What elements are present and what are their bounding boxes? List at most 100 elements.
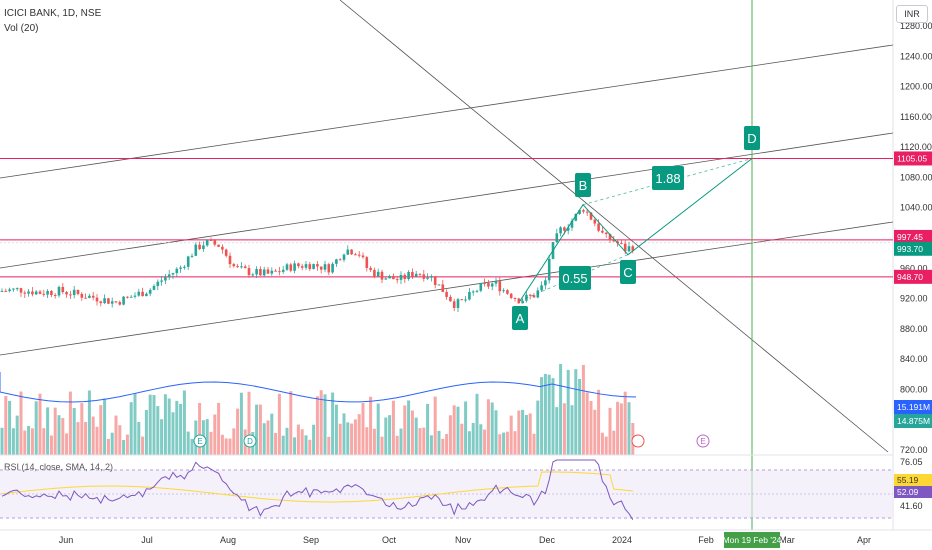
symbol-title[interactable]: ICICI BANK, 1D, NSE (4, 8, 102, 19)
candle-body (555, 233, 559, 242)
candle-body (69, 294, 72, 296)
candle-body (152, 285, 156, 290)
volume-bar (593, 409, 597, 455)
volume-bar (494, 410, 498, 455)
time-tick-label: Oct (382, 535, 397, 545)
candle-body (464, 299, 467, 301)
volume-bar (217, 402, 221, 455)
candle-body (475, 290, 479, 292)
volume-bar (513, 431, 517, 455)
time-tick-label: Jul (141, 535, 153, 545)
volume-bar (87, 390, 91, 455)
volume-bar (547, 374, 551, 455)
candle-body (365, 257, 369, 268)
volume-bar (346, 422, 350, 455)
rsi-legend[interactable]: RSI (14, close, SMA, 14, 2) (4, 462, 114, 472)
volume-bar (274, 432, 278, 455)
candle-body (167, 274, 171, 278)
volume-bar (395, 435, 399, 455)
volume-bar (319, 390, 323, 455)
candle-body (148, 289, 152, 294)
volume-bar (334, 404, 338, 455)
candle-body (34, 291, 38, 295)
volume-bar (403, 405, 407, 455)
volume-bar (365, 427, 369, 455)
candle-body (266, 269, 270, 274)
candle-body (578, 210, 581, 214)
candle-body (99, 301, 103, 304)
candle-body (536, 290, 540, 298)
candle-body (331, 263, 334, 273)
volume-bar (509, 415, 513, 455)
candle-body (57, 286, 61, 296)
candle-body (544, 280, 547, 286)
candle-body (433, 276, 437, 285)
candle-body (179, 267, 182, 269)
volume-bar (65, 433, 69, 455)
candle-body (426, 277, 429, 279)
volume-bar (532, 433, 536, 455)
candle-body (171, 273, 175, 275)
volume-legend[interactable]: Vol (20) (4, 23, 39, 34)
volume-bar (555, 407, 559, 455)
time-tick-label: Sep (303, 535, 319, 545)
candle-body (84, 297, 87, 299)
time-tick-label: 2024 (612, 535, 632, 545)
volume-bar (418, 428, 422, 455)
volume-bar (327, 436, 331, 455)
volume-bar (171, 412, 175, 455)
candle-body (479, 282, 483, 291)
volume-bar (524, 414, 528, 455)
volume-bar (228, 438, 232, 455)
volume-bar (262, 423, 266, 455)
event-marker (696, 434, 710, 448)
volume-bar (486, 399, 490, 455)
volume-bar (391, 400, 395, 455)
candle-body (19, 288, 23, 293)
volume-bar (84, 422, 88, 455)
volume-bar (437, 430, 441, 455)
event-marker (243, 434, 257, 448)
volume-bar (543, 373, 547, 455)
volume-marker-label: 14.875M (897, 416, 930, 426)
volume-bar (239, 392, 243, 455)
volume-bar (570, 405, 574, 455)
candle-body (445, 291, 448, 297)
pattern-point-c (620, 260, 636, 284)
volume-bar (106, 438, 110, 455)
candle-body (437, 284, 441, 286)
volume-bar (597, 389, 601, 455)
ratio-label: 1.88 (655, 171, 680, 186)
candle-body (312, 264, 315, 270)
abcd-pattern[interactable]: A B C D 0.55 1.88 (512, 126, 760, 330)
candle-body (422, 274, 426, 279)
event-marker (193, 434, 207, 448)
candle-body (338, 259, 342, 261)
volume-bar (133, 393, 137, 455)
volume-bar (536, 400, 540, 455)
candle-body (95, 297, 99, 302)
volume-bar (186, 431, 190, 455)
candle-body (186, 256, 190, 267)
candle-body (183, 266, 186, 268)
candle-body (540, 285, 543, 291)
candle-body (399, 274, 403, 280)
currency-button[interactable]: INR (896, 5, 928, 23)
volume-bar (304, 435, 308, 455)
volume-bar (270, 413, 274, 455)
candle-body (323, 264, 327, 270)
candle-body (490, 283, 494, 287)
volume-bar (247, 391, 251, 455)
candle-body (570, 220, 574, 228)
volume-bar (23, 430, 27, 455)
price-marker (894, 151, 932, 166)
candle-body (582, 210, 585, 212)
volume-ma-line (0, 372, 637, 403)
candle-body (574, 213, 578, 221)
candle-body (281, 269, 285, 272)
candle-body (494, 281, 498, 284)
volume-bar (182, 390, 186, 455)
candle-body (631, 246, 635, 251)
volume-bar (456, 406, 460, 455)
